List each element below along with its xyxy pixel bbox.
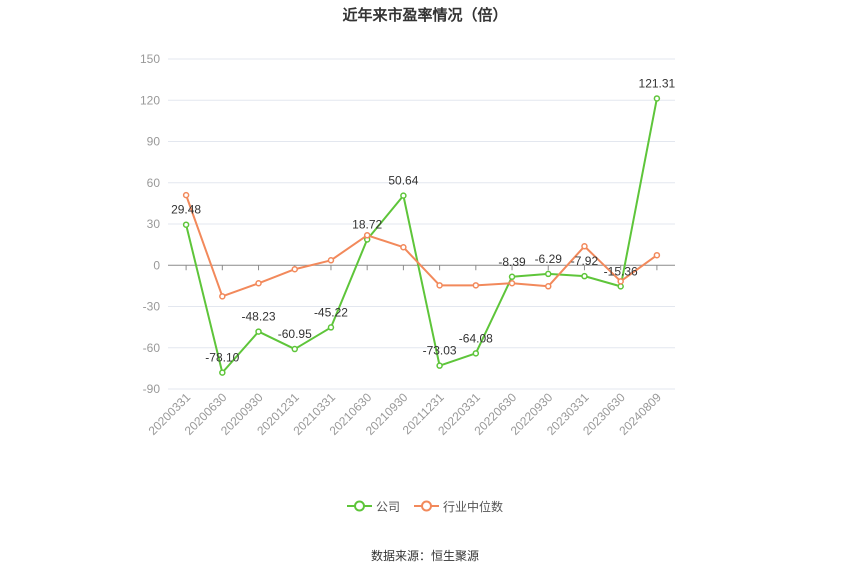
data-point [255, 328, 262, 335]
data-label: 50.64 [388, 174, 418, 188]
data-label: 121.31 [639, 76, 676, 90]
y-tick-label: 90 [147, 135, 161, 149]
legend-label-industry-median: 行业中位数 [443, 499, 504, 514]
data-point [182, 191, 190, 199]
series-1 [182, 191, 661, 300]
data-point [545, 270, 552, 278]
chart-title: 近年来市盈率情况（倍） [342, 7, 508, 24]
data-label: -45.22 [314, 305, 348, 319]
data-point [508, 273, 516, 281]
data-label: -6.29 [535, 252, 563, 266]
data-label: -8.39 [498, 255, 526, 269]
data-point [617, 283, 624, 290]
data-point [400, 243, 407, 251]
data-point [291, 345, 298, 353]
series-line [185, 98, 658, 374]
data-point [436, 282, 443, 289]
data-point [291, 265, 298, 273]
data-label: -7.92 [571, 254, 599, 268]
data-point [400, 192, 407, 199]
legend-item-industry-median[interactable]: 行业中位数 [414, 497, 503, 515]
data-source-note: 数据来源：恒生聚源 [370, 549, 479, 563]
data-label: 18.72 [352, 218, 382, 232]
data-point [617, 278, 624, 285]
data-point [327, 257, 335, 264]
y-tick-label: 120 [140, 93, 160, 107]
legend-item-company[interactable]: 公司 [346, 497, 400, 515]
legend: 公司 行业中位数 [0, 497, 850, 515]
data-label: -64.08 [459, 331, 493, 345]
data-point [255, 280, 262, 287]
data-label: -60.95 [278, 327, 312, 341]
data-label: -48.23 [242, 310, 276, 324]
data-point [219, 369, 226, 376]
data-point [327, 324, 335, 331]
series-line [185, 194, 658, 298]
data-point [472, 282, 480, 289]
data-label: 29.48 [171, 203, 201, 217]
y-tick-label: 30 [147, 217, 161, 231]
data-point [472, 350, 480, 357]
data-point [581, 243, 588, 250]
data-point [508, 280, 516, 287]
y-tick-label: 150 [140, 52, 160, 66]
y-tick-label: -60 [143, 341, 161, 355]
data-point [545, 283, 552, 290]
y-tick-label: -90 [143, 382, 161, 396]
data-label: -15.36 [604, 264, 638, 278]
data-point [219, 293, 226, 300]
data-label: -73.03 [423, 344, 457, 358]
y-tick-label: -30 [143, 300, 161, 314]
data-point [653, 251, 661, 259]
data-point [182, 221, 190, 228]
data-point [436, 362, 443, 369]
legend-label-company: 公司 [375, 499, 400, 514]
data-label: -78.10 [205, 351, 239, 365]
legend-marker-company [346, 500, 372, 512]
y-tick-label: 60 [147, 176, 161, 190]
series-0 [182, 95, 661, 376]
y-tick-label: 0 [153, 258, 160, 272]
legend-marker-industry-median [414, 500, 439, 512]
data-point [653, 95, 661, 102]
data-point [581, 272, 588, 280]
data-point [363, 232, 371, 239]
